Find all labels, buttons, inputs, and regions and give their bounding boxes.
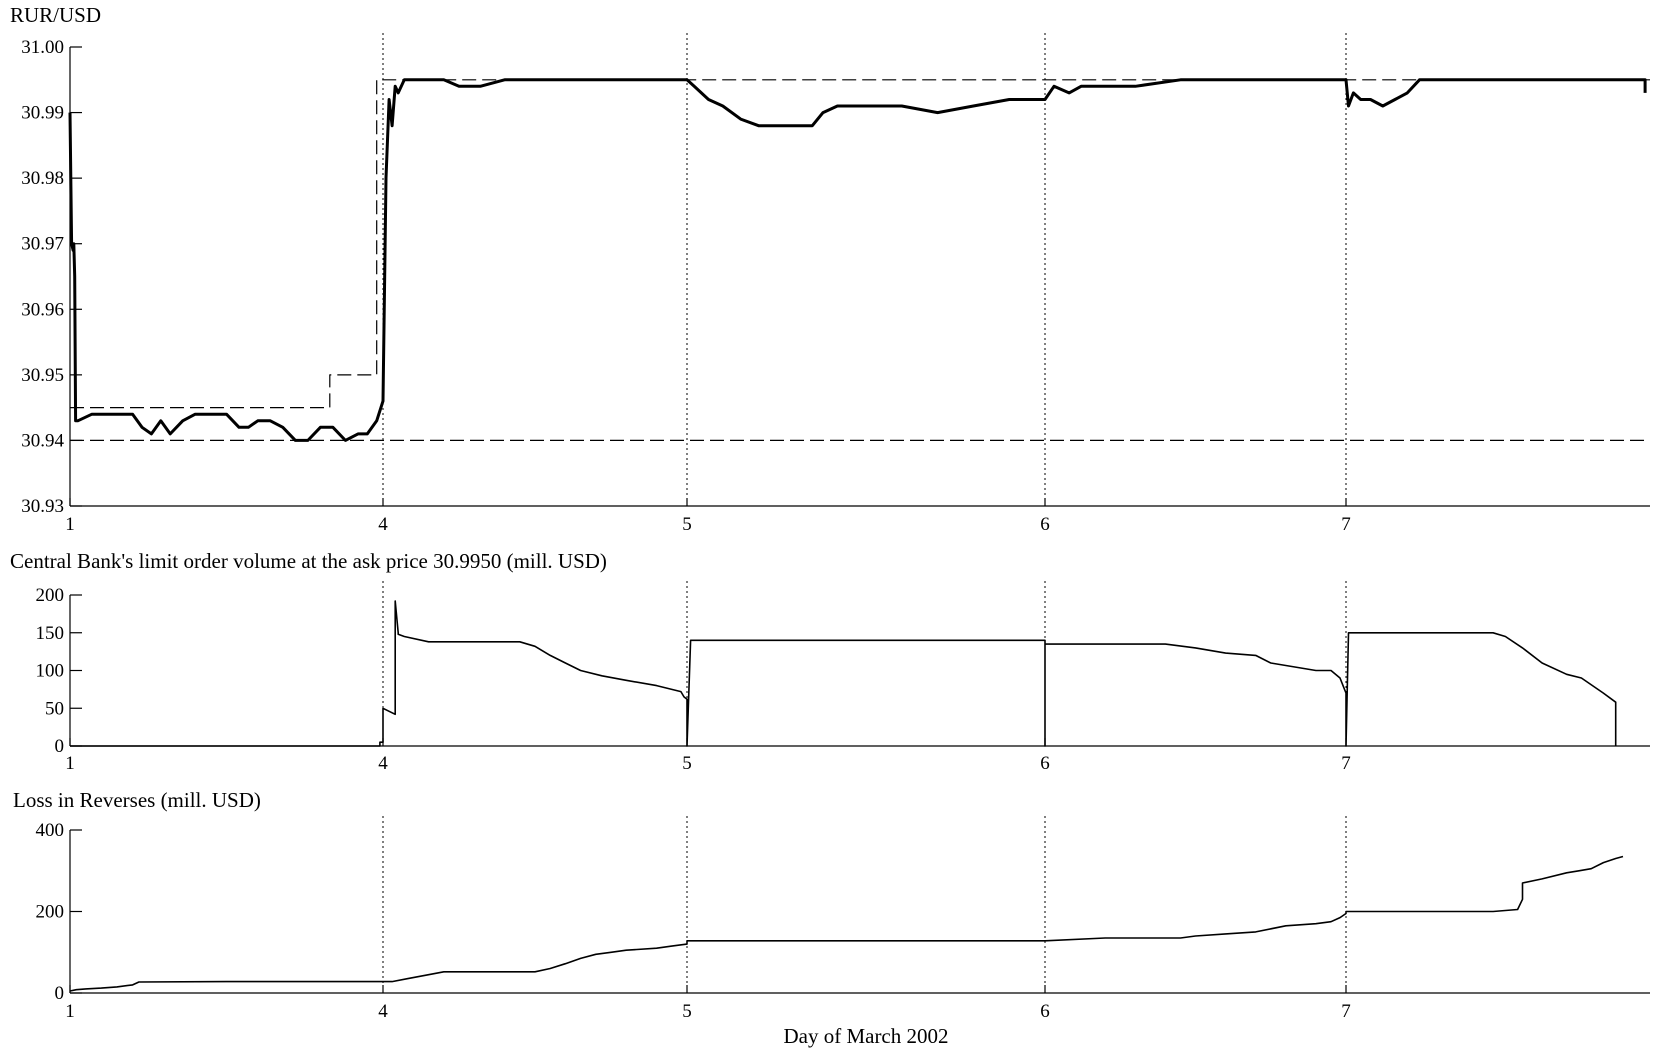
y-tick-label: 30.93 — [21, 496, 64, 517]
x-tick-label: 7 — [1341, 753, 1351, 774]
y-tick-label: 200 — [36, 902, 65, 923]
x-tick-label: 7 — [1341, 1001, 1351, 1022]
y-tick-label: 30.94 — [21, 430, 64, 451]
x-tick-label: 5 — [682, 1001, 692, 1022]
x-tick-label: 4 — [378, 753, 388, 774]
series-line-solid — [69, 855, 1624, 992]
x-tick-label: 6 — [1040, 753, 1050, 774]
panel-loss-in-reverses: Loss in Reverses (mill. USD) 400 200 01 4 5 6… — [13, 788, 1650, 1022]
y-tick-label: 31.00 — [21, 37, 64, 58]
y-tick-label: 200 — [36, 585, 65, 606]
panel-limit-order-volume: Central Bank's limit order volume at the… — [10, 549, 1650, 774]
y-tick-label: 0 — [55, 983, 65, 1004]
y-tick-label: 150 — [36, 623, 65, 644]
x-axis-title: Day of March 2002 — [783, 1024, 948, 1048]
x-tick-label: 1 — [65, 1001, 75, 1022]
y-tick-label: 0 — [55, 736, 65, 757]
series-line-dashed — [70, 79, 1650, 409]
x-tick-label: 4 — [378, 1001, 388, 1022]
y-tick-label: 30.99 — [21, 103, 64, 124]
x-tick-label: 5 — [682, 514, 692, 535]
x-tick-label: 1 — [65, 753, 75, 774]
y-tick-label: 30.98 — [21, 168, 64, 189]
panel2-title: Central Bank's limit order volume at the… — [10, 549, 607, 573]
panel3-ylabel: Loss in Reverses (mill. USD) — [13, 788, 261, 812]
series-line-solid — [70, 600, 1617, 747]
series-line-solid-thick — [68, 78, 1647, 442]
y-tick-label: 400 — [36, 820, 65, 841]
x-tick-label: 4 — [378, 514, 388, 535]
panel1-ylabel: RUR/USD — [10, 3, 101, 27]
y-tick-label: 100 — [36, 661, 65, 682]
x-tick-label: 6 — [1040, 514, 1050, 535]
x-tick-label: 6 — [1040, 1001, 1050, 1022]
y-tick-label: 30.96 — [21, 299, 64, 320]
panel-exchange-rate: RUR/USD 31.00 30.99 30.98 30.97 30.96 30.95 30… — [10, 3, 1650, 535]
y-tick-label: 30.95 — [21, 365, 64, 386]
x-tick-label: 5 — [682, 753, 692, 774]
x-tick-label: 1 — [65, 514, 75, 535]
y-tick-label: 50 — [45, 698, 64, 719]
x-tick-label: 7 — [1341, 514, 1351, 535]
y-tick-label: 30.97 — [21, 234, 64, 255]
